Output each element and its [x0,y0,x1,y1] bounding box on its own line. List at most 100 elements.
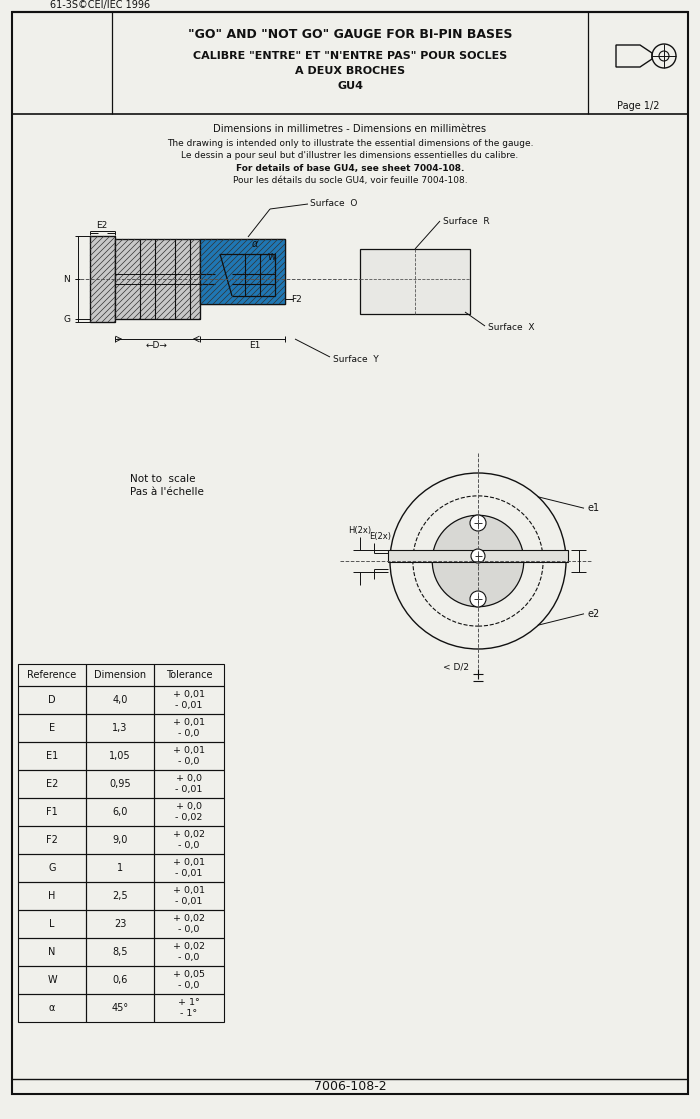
Text: Pour les détails du socle GU4, voir feuille 7004-108.: Pour les détails du socle GU4, voir feui… [232,177,468,186]
Text: + 0,01: + 0,01 [173,886,205,895]
Text: + 0,02: + 0,02 [173,942,205,951]
Text: 23: 23 [114,919,126,929]
Text: D: D [48,695,56,705]
Bar [154,994,224,1022]
Bar [86,770,154,798]
Text: α: α [49,1003,55,1013]
Text: E2: E2 [46,779,58,789]
Text: + 0,02: + 0,02 [173,914,205,923]
Bar [18,770,86,798]
Text: 4,0: 4,0 [112,695,127,705]
Text: E2: E2 [97,222,108,231]
Text: E: E [49,723,55,733]
Text: 1: 1 [117,863,123,873]
Text: Surface  Y: Surface Y [333,355,379,364]
Text: 9,0: 9,0 [112,835,127,845]
Text: - 0,0: - 0,0 [178,925,199,934]
Bar [154,826,224,854]
Bar [18,714,86,742]
Text: + 0,02: + 0,02 [173,830,205,839]
Circle shape [470,515,486,532]
Text: F2: F2 [46,835,58,845]
Bar [90,236,115,322]
Bar [86,664,154,686]
Text: F2: F2 [292,294,302,303]
Text: 7006-108-2: 7006-108-2 [314,1081,386,1093]
Bar [18,994,86,1022]
Text: For details of base GU4, see sheet 7004-108.: For details of base GU4, see sheet 7004-… [236,164,464,173]
Bar [86,742,154,770]
Text: H: H [48,891,56,901]
Text: Page 1/2: Page 1/2 [617,101,659,111]
Text: 61-3S©CEI/IEC 1996: 61-3S©CEI/IEC 1996 [50,0,150,10]
Text: < D/2: < D/2 [443,662,469,671]
Text: A DEUX BROCHES: A DEUX BROCHES [295,66,405,76]
Text: - 0,0: - 0,0 [178,758,199,767]
Text: - 0,02: - 0,02 [175,814,203,822]
Text: α: α [252,239,258,250]
Bar [86,686,154,714]
Text: + 0,0: + 0,0 [176,774,202,783]
Bar [18,826,86,854]
Text: 0,6: 0,6 [112,975,127,985]
Text: + 0,05: + 0,05 [173,970,205,979]
Bar [154,664,224,686]
Text: ←D→: ←D→ [146,340,168,349]
Bar [18,938,86,966]
Text: Dimensions in millimetres - Dimensions en millimètres: Dimensions in millimetres - Dimensions e… [214,124,486,134]
Text: 0,95: 0,95 [109,779,131,789]
Text: Tolerance: Tolerance [166,670,212,680]
Text: F1: F1 [46,807,58,817]
Bar [86,994,154,1022]
Bar [18,742,86,770]
Bar [154,938,224,966]
Bar [154,770,224,798]
Text: - 0,0: - 0,0 [178,981,199,990]
Text: CALIBRE "ENTRE" ET "N'ENTRE PAS" POUR SOCLES: CALIBRE "ENTRE" ET "N'ENTRE PAS" POUR SO… [193,51,507,62]
Bar [86,714,154,742]
Bar [115,239,200,319]
Bar [86,882,154,910]
Text: - 0,0: - 0,0 [178,953,199,962]
Text: H(2x): H(2x) [349,527,372,536]
Text: 6,0: 6,0 [112,807,127,817]
Text: N: N [63,274,70,283]
Text: + 0,01: + 0,01 [173,718,205,727]
Text: Reference: Reference [27,670,76,680]
Bar [154,854,224,882]
Text: G: G [63,314,70,323]
Bar [86,826,154,854]
Circle shape [432,515,524,606]
Text: G: G [48,863,56,873]
Text: Surface  O: Surface O [310,199,358,208]
Circle shape [470,591,486,606]
Bar [18,854,86,882]
Text: + 0,01: + 0,01 [173,690,205,699]
Text: - 0,01: - 0,01 [175,897,203,906]
Bar [86,938,154,966]
Bar [86,854,154,882]
Text: GU4: GU4 [337,81,363,91]
Bar [154,714,224,742]
Text: 1,3: 1,3 [112,723,127,733]
Bar [154,882,224,910]
Text: W: W [47,975,57,985]
Text: + 1°: + 1° [178,998,200,1007]
Bar [90,236,115,322]
Text: W: W [268,253,276,262]
Text: e2: e2 [588,609,601,619]
Text: + 0,0: + 0,0 [176,802,202,811]
Text: + 0,01: + 0,01 [173,858,205,867]
Bar [18,664,86,686]
Text: Surface  X: Surface X [488,322,535,331]
Text: Le dessin a pour seul but d'illustrer les dimensions essentielles du calibre.: Le dessin a pour seul but d'illustrer le… [181,150,519,160]
Bar [154,966,224,994]
Text: + 0,01: + 0,01 [173,746,205,755]
Bar [18,882,86,910]
Text: - 0,01: - 0,01 [175,702,203,711]
Bar [86,910,154,938]
Text: 2,5: 2,5 [112,891,128,901]
Bar [86,966,154,994]
Text: Dimension: Dimension [94,670,146,680]
Bar [18,798,86,826]
